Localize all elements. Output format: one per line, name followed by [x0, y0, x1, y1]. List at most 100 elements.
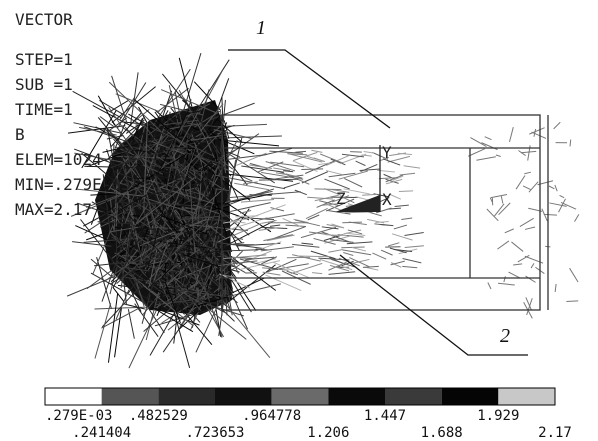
vector: [91, 201, 146, 233]
vector: [162, 73, 210, 133]
vector: [90, 258, 114, 279]
header: VECTOR STEP=1 SUB =1 TIME=1 B ELEM=1024 MIN=.2…: [15, 10, 131, 219]
vector: [133, 233, 155, 249]
vector: [387, 155, 411, 163]
vector: [313, 237, 336, 245]
vector: [253, 241, 282, 253]
vector: [92, 105, 160, 142]
vector: [156, 135, 169, 150]
vector: [74, 152, 124, 163]
vector: [76, 188, 147, 197]
vector: [223, 254, 267, 260]
vector: [548, 185, 555, 190]
vector: [187, 148, 197, 172]
vector: [515, 175, 526, 190]
vector: [269, 224, 281, 227]
vector: [380, 249, 393, 256]
vector: [183, 254, 221, 268]
vector: [73, 122, 122, 134]
vector: [111, 247, 127, 259]
vector: [129, 214, 152, 230]
vector: [92, 225, 114, 275]
vector: [520, 150, 537, 154]
vector: [379, 223, 394, 227]
vector: [273, 167, 291, 172]
vector: [164, 281, 181, 324]
vector: [314, 194, 339, 202]
vector: [122, 212, 151, 276]
vector: [145, 246, 173, 300]
vector: [531, 131, 547, 139]
vector: [155, 204, 179, 234]
vector: [292, 243, 320, 248]
outer-box: [221, 114, 541, 311]
legend-label: .964778: [242, 408, 301, 424]
vector: [148, 301, 222, 304]
vector: [198, 244, 216, 250]
vector: [404, 232, 424, 237]
model-outline: [221, 49, 549, 356]
vector: [113, 144, 148, 192]
vector: [261, 171, 304, 180]
vector: [122, 180, 143, 217]
vector: [170, 299, 191, 368]
vector: [79, 126, 117, 136]
vector: [151, 191, 189, 246]
vector: [404, 245, 424, 248]
vector: [227, 250, 239, 274]
vector: [256, 258, 276, 264]
vector: [148, 198, 197, 215]
vector: [159, 119, 199, 126]
vector: [241, 165, 285, 173]
vector: [128, 302, 161, 369]
vector: [116, 200, 161, 253]
vector: [75, 225, 115, 244]
vector: [543, 213, 557, 216]
vector: [202, 236, 220, 290]
vector: [297, 255, 330, 258]
vector: [201, 157, 216, 172]
vector: [196, 59, 230, 111]
vector: [214, 174, 286, 190]
vector: [187, 239, 216, 264]
vector: [490, 194, 508, 199]
vector: [123, 159, 133, 228]
vector: [190, 229, 212, 232]
vector: [224, 278, 249, 330]
vector: [201, 162, 211, 188]
vector: [72, 90, 122, 119]
vector: [285, 224, 307, 227]
vector: [399, 172, 416, 176]
vector: [166, 126, 193, 143]
legend: .279E-03 .482529 .964778 1.447 1.929 .241404.…: [44, 387, 572, 441]
vector: [245, 256, 275, 261]
vector: [131, 149, 154, 153]
vector: [119, 206, 125, 243]
vector: [152, 182, 172, 219]
vector: [329, 264, 350, 272]
vector: [106, 127, 132, 155]
vector: [342, 221, 363, 224]
vector: [148, 110, 169, 146]
vector: [153, 240, 169, 281]
vector: [201, 170, 219, 195]
leader-1: [228, 49, 391, 129]
vector: [138, 106, 153, 134]
vector: [180, 130, 223, 173]
vector: [124, 303, 145, 310]
vector: [468, 148, 485, 157]
vector: [305, 160, 336, 174]
legend-label: .723653: [185, 425, 244, 441]
vector: [153, 226, 177, 230]
vector: [283, 170, 294, 173]
legend-label: 1.929: [477, 408, 519, 424]
vector: [517, 254, 530, 263]
vector: [259, 213, 295, 221]
legend-label: .241404: [72, 425, 131, 441]
vector: [86, 269, 112, 290]
legend-swatch: [328, 388, 385, 405]
vector: [218, 158, 234, 170]
vector: [526, 298, 533, 316]
vector: [160, 287, 227, 297]
